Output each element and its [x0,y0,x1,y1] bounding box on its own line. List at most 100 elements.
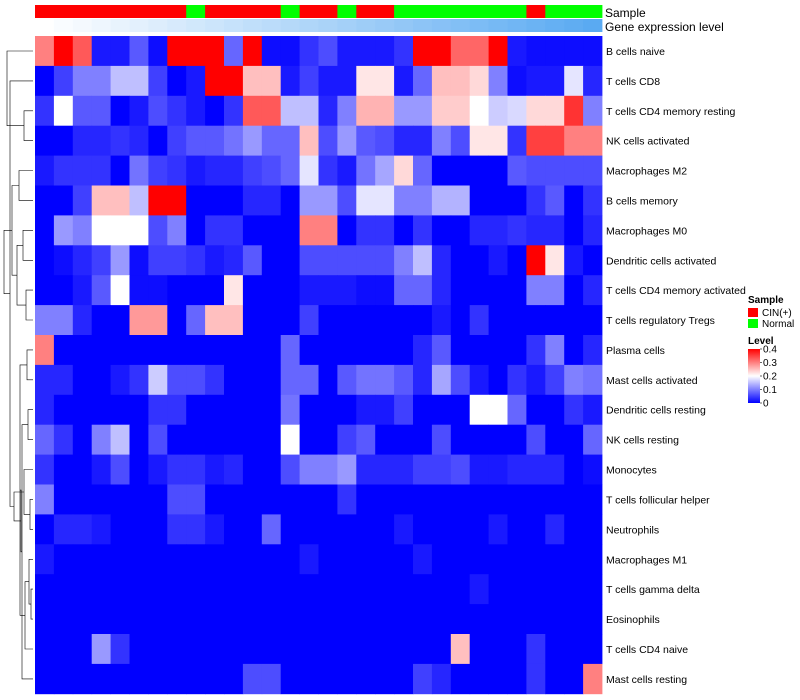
row-label: T cells follicular helper [606,494,710,506]
heatmap-cell [242,245,263,276]
heatmap-cell [91,65,111,97]
heatmap-cell [167,574,187,605]
heatmap-cell [148,424,168,455]
heatmap-cell [583,454,603,485]
heatmap-cell [53,604,74,635]
heatmap-cell [53,36,74,67]
heatmap-cell [526,544,546,575]
heatmap-cell [488,454,508,485]
heatmap-cell [167,215,187,246]
heatmap-cell [564,215,584,246]
heatmap-cell [469,544,489,575]
heatmap-cell [280,544,300,575]
heatmap-cell [413,65,433,97]
heatmap-cell [53,634,74,665]
heatmap-cell [583,484,603,515]
heatmap-cell [413,95,433,127]
heatmap-cell [337,275,357,306]
sample-annotation-cell [261,5,282,18]
heatmap-cell [413,215,433,246]
heatmap-cell [91,95,111,127]
heatmap-cell [318,185,338,216]
sample-annotation-cell [450,5,471,18]
heatmap-cell [186,275,206,306]
heatmap-cell [186,305,206,336]
heatmap-cell [545,36,565,67]
heatmap-cell [205,544,225,575]
heatmap-cell [110,514,130,545]
heatmap-cell [280,424,300,455]
heatmap-cell [488,65,508,97]
heatmap-cell [431,514,452,545]
row-label: Dendritic cells resting [606,405,706,417]
heatmap-cell [318,125,338,156]
heatmap-cell [35,424,55,455]
heatmap-cell [413,514,433,545]
heatmap-cell [526,574,546,605]
heatmap-cell [318,155,338,186]
sample-annotation-cell [431,5,452,18]
heatmap-cell [72,364,93,396]
heatmap-cell [375,215,395,246]
heatmap-cell [431,215,452,246]
heatmap-cell [583,185,603,216]
heatmap-cell [545,185,565,216]
heatmap-cell [507,663,527,695]
heatmap-cell [261,185,282,216]
heatmap-cell [167,95,187,127]
heatmap-cell [242,215,263,246]
heatmap-cell [167,663,187,695]
dendrogram-branch [3,230,12,294]
heatmap-cell [72,634,93,665]
row-dendrogram [3,50,33,680]
heatmap-cell [205,454,225,485]
heatmap-cell [413,663,433,695]
heatmap-cell [318,95,338,127]
heatmap-cell [450,484,471,515]
heatmap-cell [526,394,546,426]
sample-annotation-cell [242,5,263,18]
heatmap-cell [299,65,319,97]
heatmap-cell [35,514,55,545]
heatmap-cell [431,245,452,276]
heatmap-cell [280,185,300,216]
heatmap-cell [545,394,565,426]
heatmap-cell [205,604,225,635]
heatmap-cell [375,275,395,306]
heatmap-cell [35,544,55,575]
heatmap-cell [394,424,414,455]
sample-annotation-cell [167,5,187,18]
gene-expression-cell [337,19,357,32]
heatmap-cell [224,275,244,306]
heatmap-cell [507,574,527,605]
gene-expression-cell [375,19,395,32]
heatmap-cell [583,663,603,695]
heatmap-cell [242,185,263,216]
heatmap-cell [261,36,282,67]
heatmap-cell [583,604,603,635]
heatmap-cell [526,364,546,396]
heatmap-cell [186,544,206,575]
heatmap-cell [413,36,433,67]
gene-expression-cell [205,19,225,32]
heatmap-cell [318,305,338,336]
heatmap-cell [431,65,452,97]
heatmap-cell [242,155,263,186]
heatmap-cell [261,155,282,186]
heatmap-cell [72,424,93,455]
heatmap-cell [53,95,74,127]
heatmap-cell [91,484,111,515]
heatmap-cell [356,663,376,695]
gene-expression-cell [450,19,471,32]
heatmap-cell [450,155,471,186]
heatmap-cell [450,275,471,306]
heatmap-cell [450,65,471,97]
heatmap-cell [186,364,206,396]
heatmap-cell [148,95,168,127]
heatmap-cell [337,335,357,366]
sample-annotation-bar [35,5,603,18]
heatmap-cell [129,544,149,575]
heatmap-cell [299,305,319,336]
heatmap-cell [488,663,508,695]
